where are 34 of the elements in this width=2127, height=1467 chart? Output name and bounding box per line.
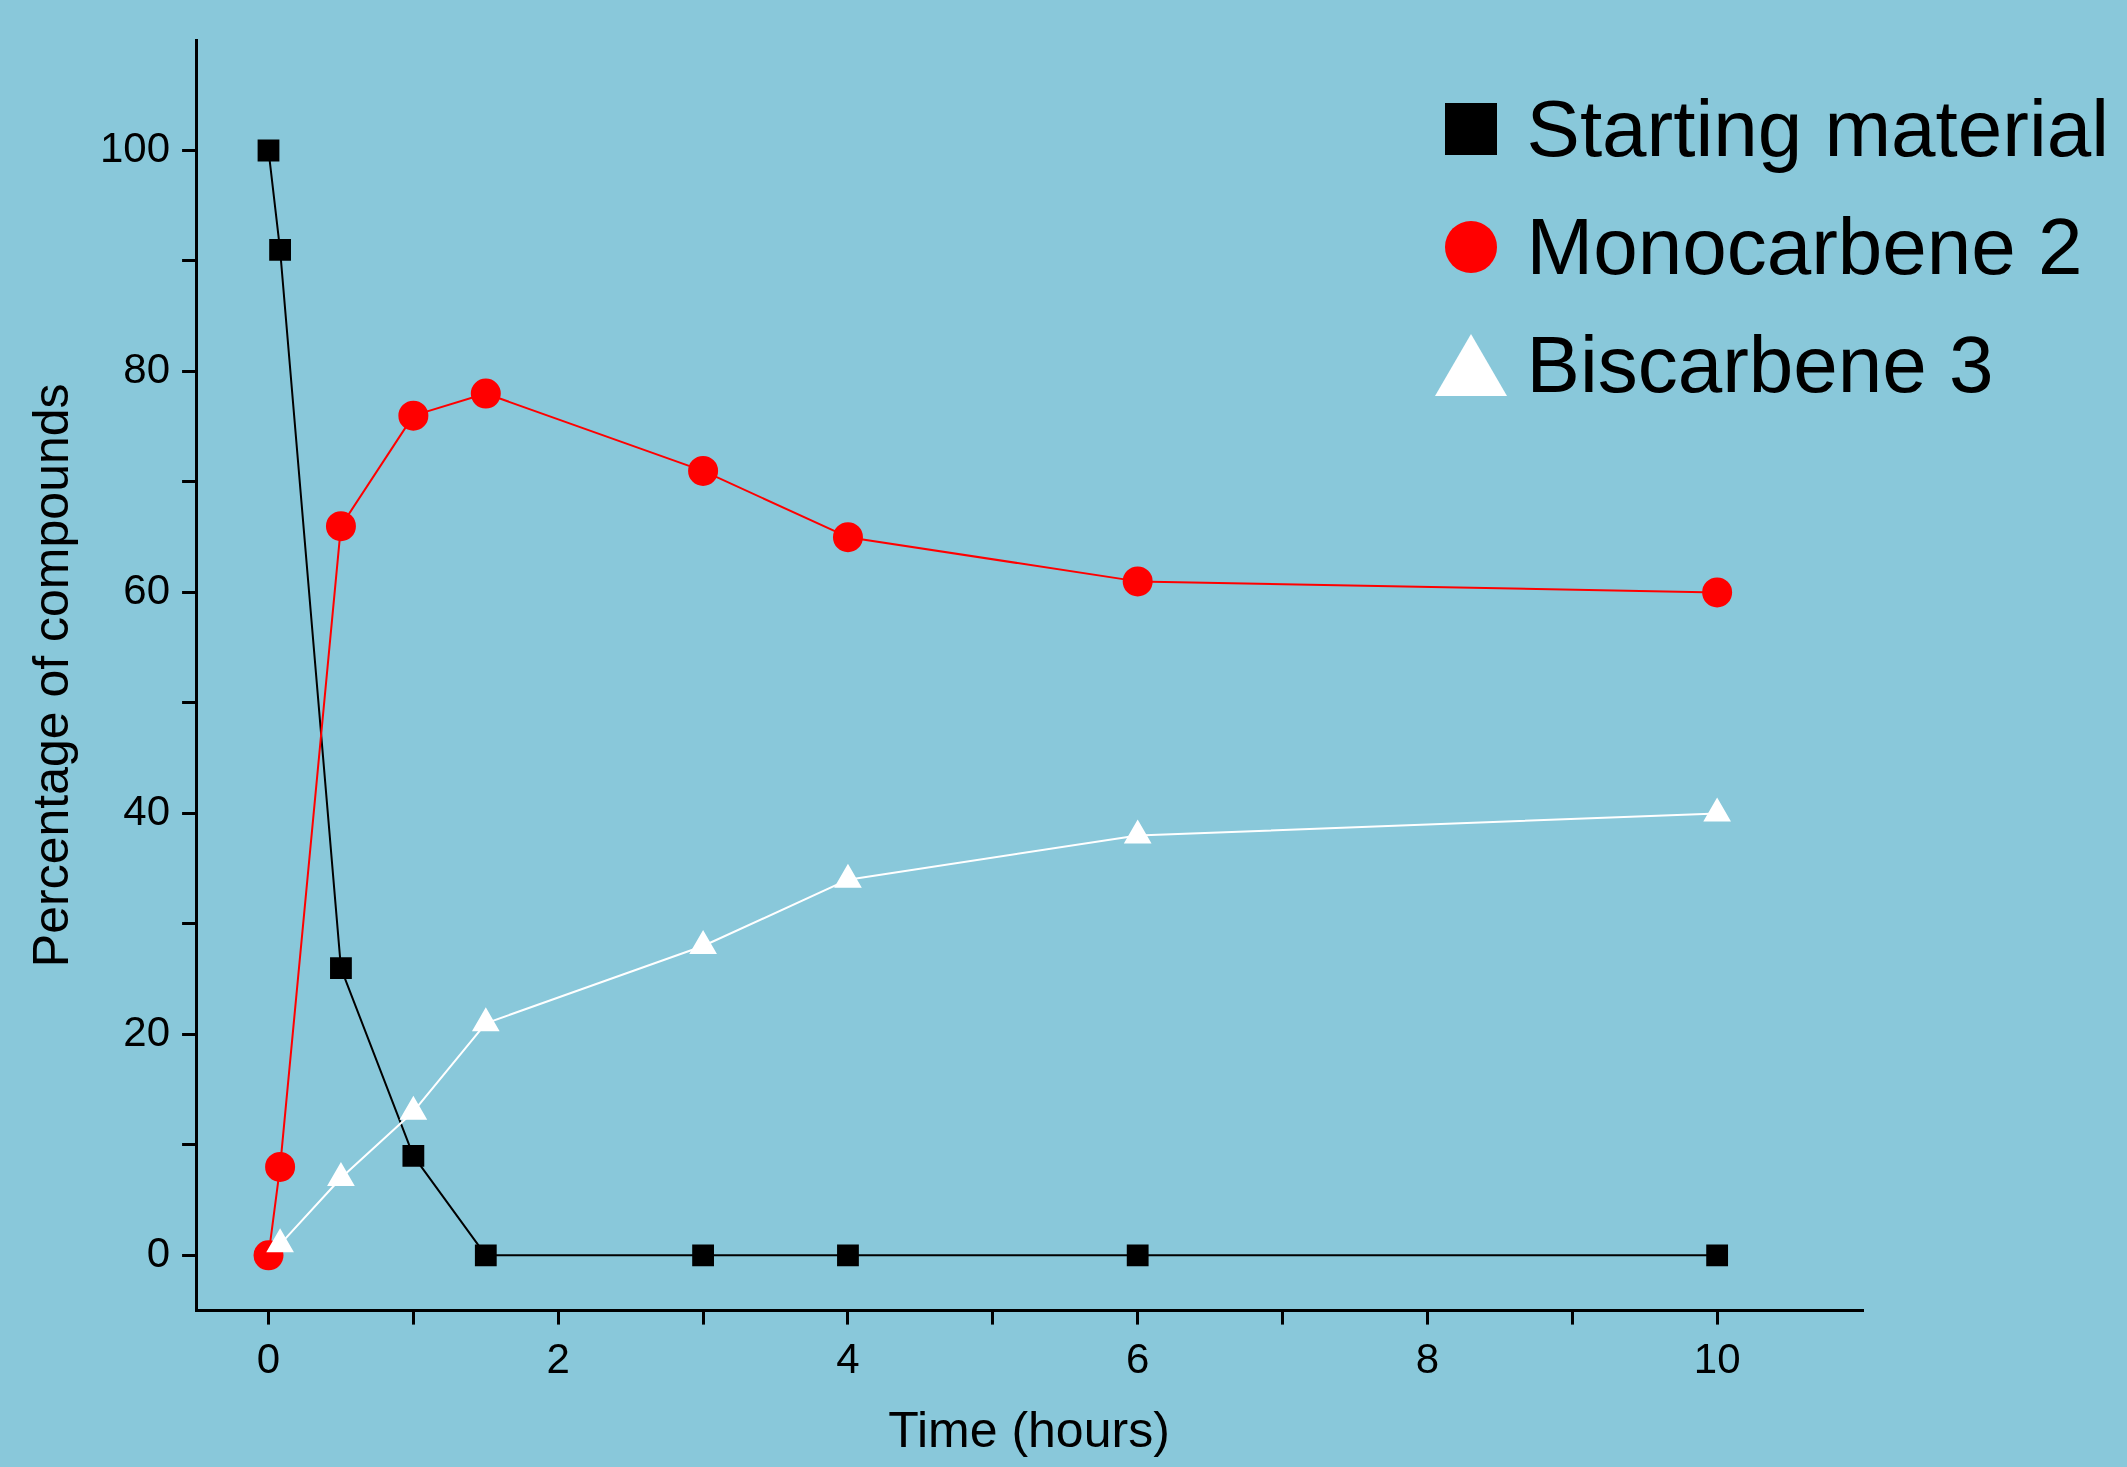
point	[257, 139, 280, 162]
point	[330, 957, 352, 979]
point	[832, 522, 863, 553]
point	[265, 1151, 296, 1182]
x-tick-label: 2	[546, 1335, 570, 1383]
point	[325, 511, 356, 542]
point	[398, 400, 429, 431]
point	[269, 239, 291, 261]
y-axis-title: Percentage of compounds	[22, 383, 79, 968]
point	[1706, 1244, 1729, 1267]
y-tick-label: 80	[123, 345, 171, 393]
legend-label: Monocarbene 2	[1526, 201, 2083, 293]
legend-label: Starting material	[1526, 83, 2109, 175]
x-axis-title: Time (hours)	[888, 1401, 1170, 1458]
point	[1702, 577, 1733, 608]
point	[837, 1244, 859, 1267]
point	[1126, 1244, 1149, 1267]
y-tick-label: 100	[100, 124, 171, 172]
x-tick-label: 6	[1126, 1335, 1150, 1383]
point	[474, 1244, 497, 1267]
x-tick-label: 0	[256, 1335, 281, 1383]
y-tick-label: 0	[146, 1228, 171, 1276]
point	[402, 1145, 425, 1167]
x-tick-label: 10	[1693, 1335, 1741, 1383]
y-tick-label: 20	[123, 1007, 171, 1055]
y-tick-label: 40	[123, 786, 171, 834]
y-tick-label: 60	[123, 566, 171, 614]
point	[688, 455, 719, 486]
point	[470, 378, 501, 409]
point	[692, 1244, 714, 1267]
point	[1122, 566, 1153, 597]
x-tick-label: 8	[1415, 1335, 1440, 1383]
legend-label: Biscarbene 3	[1526, 319, 1994, 411]
x-tick-label: 4	[836, 1335, 860, 1383]
